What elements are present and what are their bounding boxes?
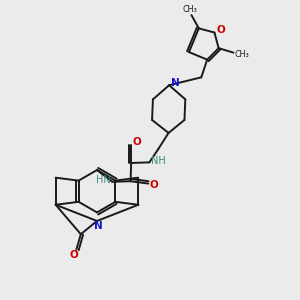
Text: N: N: [94, 221, 103, 231]
Text: CH₃: CH₃: [183, 5, 197, 14]
Text: O: O: [69, 250, 78, 260]
Text: NH: NH: [151, 156, 166, 166]
Text: HN: HN: [95, 175, 110, 185]
Text: O: O: [217, 25, 225, 35]
Text: O: O: [133, 137, 141, 147]
Text: N: N: [171, 79, 180, 88]
Text: CH₃: CH₃: [235, 50, 250, 58]
Text: O: O: [150, 180, 158, 190]
